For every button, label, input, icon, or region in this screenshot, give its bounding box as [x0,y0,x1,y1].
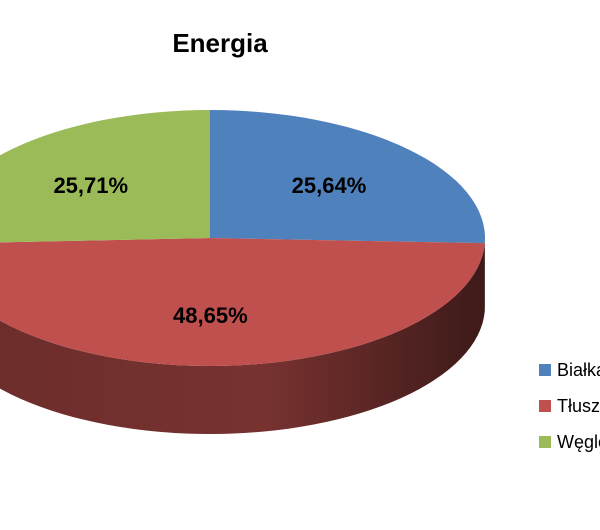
chart-title: Energia [172,28,268,58]
pie-slice-weglowodany [0,110,210,243]
data-label-bialka: 25,64% [292,173,367,198]
legend-swatch-weglowodany [539,436,551,448]
pie-slice-bialka [210,110,485,244]
data-labels: 25,64% 48,65% 25,71% [53,173,366,328]
pie-3d-side [0,238,485,434]
legend-label-tluszcze: Tłuszcze [557,396,600,416]
data-label-weglowodany: 25,71% [53,173,128,198]
data-label-tluszcze: 48,65% [173,303,248,328]
legend: Białka Tłuszcze Węglowodany [539,360,600,452]
pie-top-face [0,110,485,366]
legend-label-bialka: Białka [557,360,600,380]
legend-swatch-tluszcze [539,400,551,412]
pie-side-tluszcze [0,243,485,434]
pie-slice-tluszcze [0,238,485,366]
legend-label-weglowodany: Węglowodany [557,432,600,452]
legend-swatch-bialka [539,364,551,376]
